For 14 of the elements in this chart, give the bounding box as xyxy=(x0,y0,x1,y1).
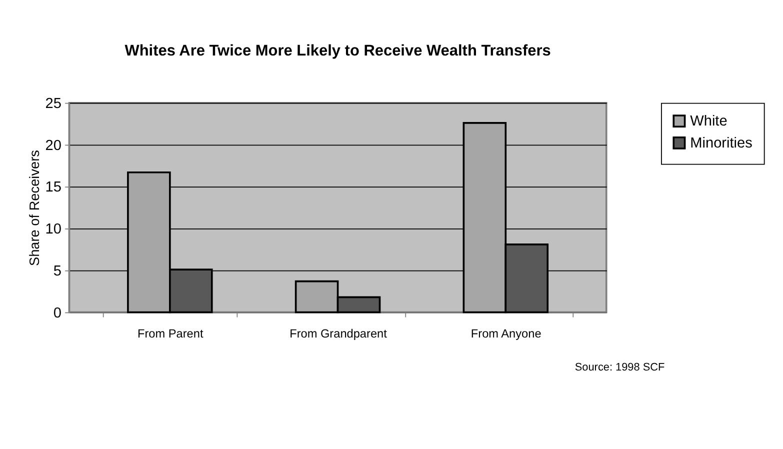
y-tick-label: 10 xyxy=(45,222,62,238)
source-note: Source: 1998 SCF xyxy=(574,362,665,374)
y-axis-title: Share of Receivers xyxy=(26,150,42,266)
legend-label: White xyxy=(690,114,728,130)
y-tick-label: 0 xyxy=(53,305,62,322)
y-tick-label: 25 xyxy=(45,96,62,112)
x-tick-label: From Grandparent xyxy=(290,326,388,340)
x-tick-label: From Anyone xyxy=(470,326,542,340)
x-tick-label: From Parent xyxy=(138,326,204,340)
y-tick-label: 20 xyxy=(45,138,62,154)
y-tick-label: 5 xyxy=(53,263,62,280)
chart-title: Whites Are Twice More Likely to Receive Wealth Transfers xyxy=(124,42,551,60)
y-tick-label: 15 xyxy=(45,180,62,196)
legend-label: Minorities xyxy=(690,135,752,152)
